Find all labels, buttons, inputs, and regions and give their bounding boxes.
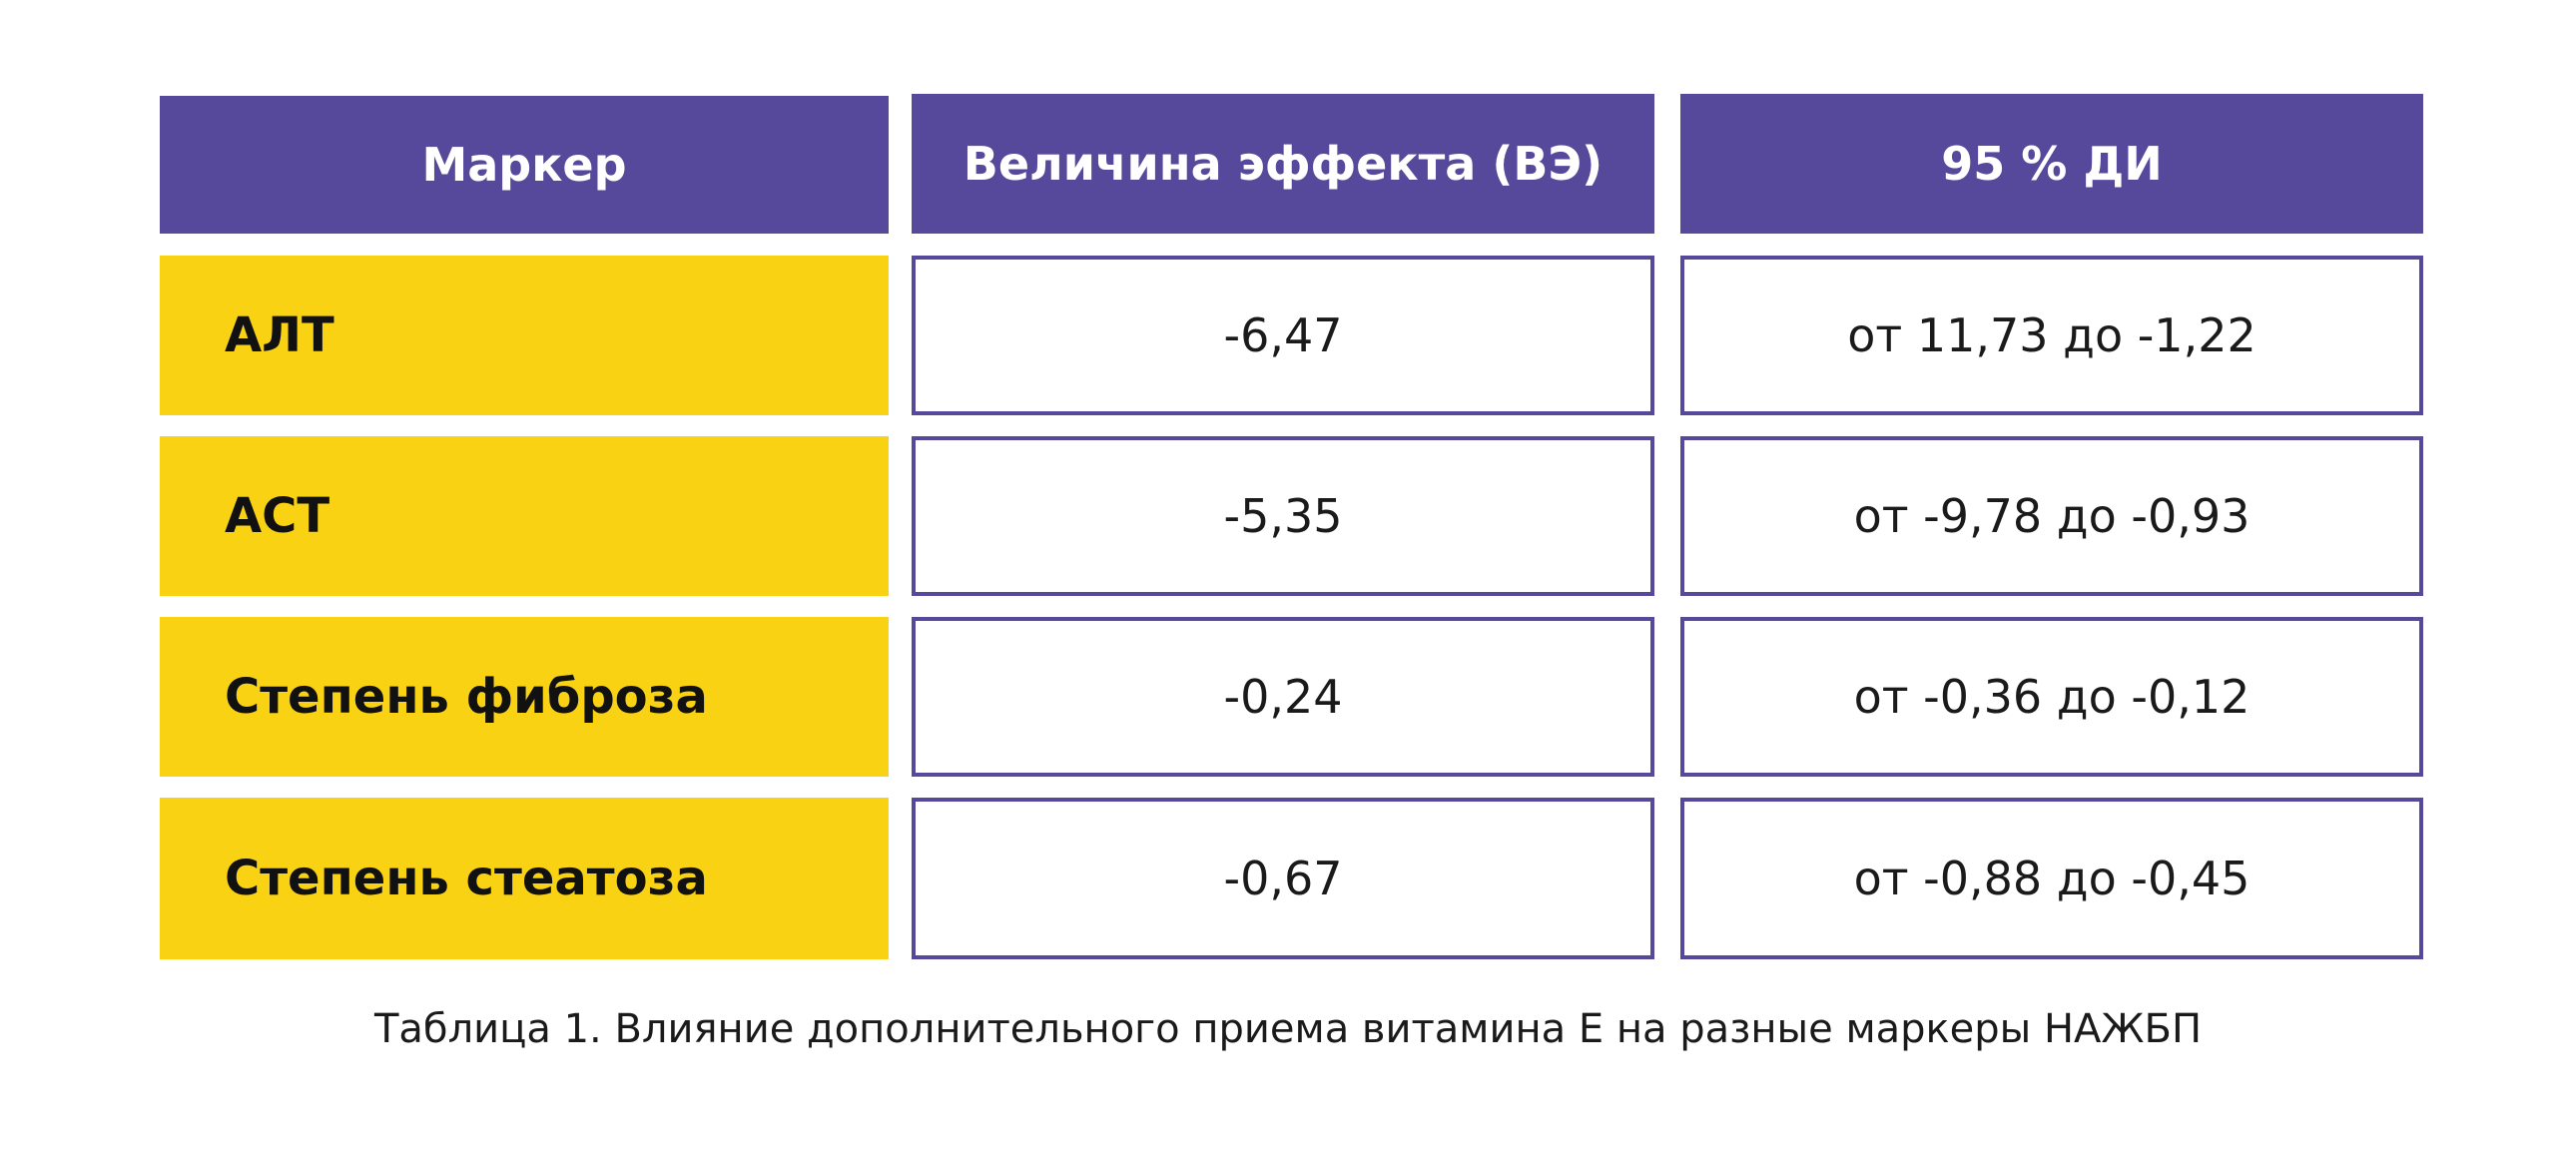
header-effect-label: Величина эффекта (ВЭ) bbox=[963, 137, 1604, 191]
effect-value: -0,67 bbox=[1223, 852, 1343, 905]
table-row-ci: от -9,78 до -0,93 bbox=[1680, 436, 2423, 596]
ci-value: от -0,88 до -0,45 bbox=[1853, 852, 2251, 905]
header-marker: Маркер bbox=[160, 96, 889, 234]
table-row-marker: АЛТ bbox=[160, 256, 889, 415]
table-row-marker: Степень фиброза bbox=[160, 617, 889, 777]
table-row-ci: от 11,73 до -1,22 bbox=[1680, 256, 2423, 415]
table-row-ci: от -0,36 до -0,12 bbox=[1680, 617, 2423, 777]
table-row-marker: АСТ bbox=[160, 436, 889, 596]
table-row-effect: -6,47 bbox=[912, 256, 1654, 415]
header-ci-label: 95 % ДИ bbox=[1941, 137, 2163, 191]
table-row-ci: от -0,88 до -0,45 bbox=[1680, 798, 2423, 959]
marker-label: АСТ bbox=[225, 488, 330, 544]
marker-label: АЛТ bbox=[225, 307, 334, 363]
header-ci: 95 % ДИ bbox=[1680, 94, 2423, 234]
marker-label: Степень фиброза bbox=[225, 669, 708, 725]
ci-value: от -0,36 до -0,12 bbox=[1853, 670, 2251, 724]
table-row-effect: -5,35 bbox=[912, 436, 1654, 596]
ci-value: от 11,73 до -1,22 bbox=[1847, 308, 2256, 362]
table-row-effect: -0,24 bbox=[912, 617, 1654, 777]
effect-value: -5,35 bbox=[1223, 489, 1343, 543]
effect-value: -6,47 bbox=[1223, 308, 1343, 362]
ci-value: от -9,78 до -0,93 bbox=[1853, 489, 2251, 543]
marker-label: Степень стеатоза bbox=[225, 851, 708, 906]
header-marker-label: Маркер bbox=[421, 138, 627, 192]
table-caption: Таблица 1. Влияние дополнительного прием… bbox=[373, 1006, 2203, 1052]
header-effect: Величина эффекта (ВЭ) bbox=[912, 94, 1654, 234]
effect-value: -0,24 bbox=[1223, 670, 1343, 724]
table-row-effect: -0,67 bbox=[912, 798, 1654, 959]
table-row-marker: Степень стеатоза bbox=[160, 798, 889, 959]
